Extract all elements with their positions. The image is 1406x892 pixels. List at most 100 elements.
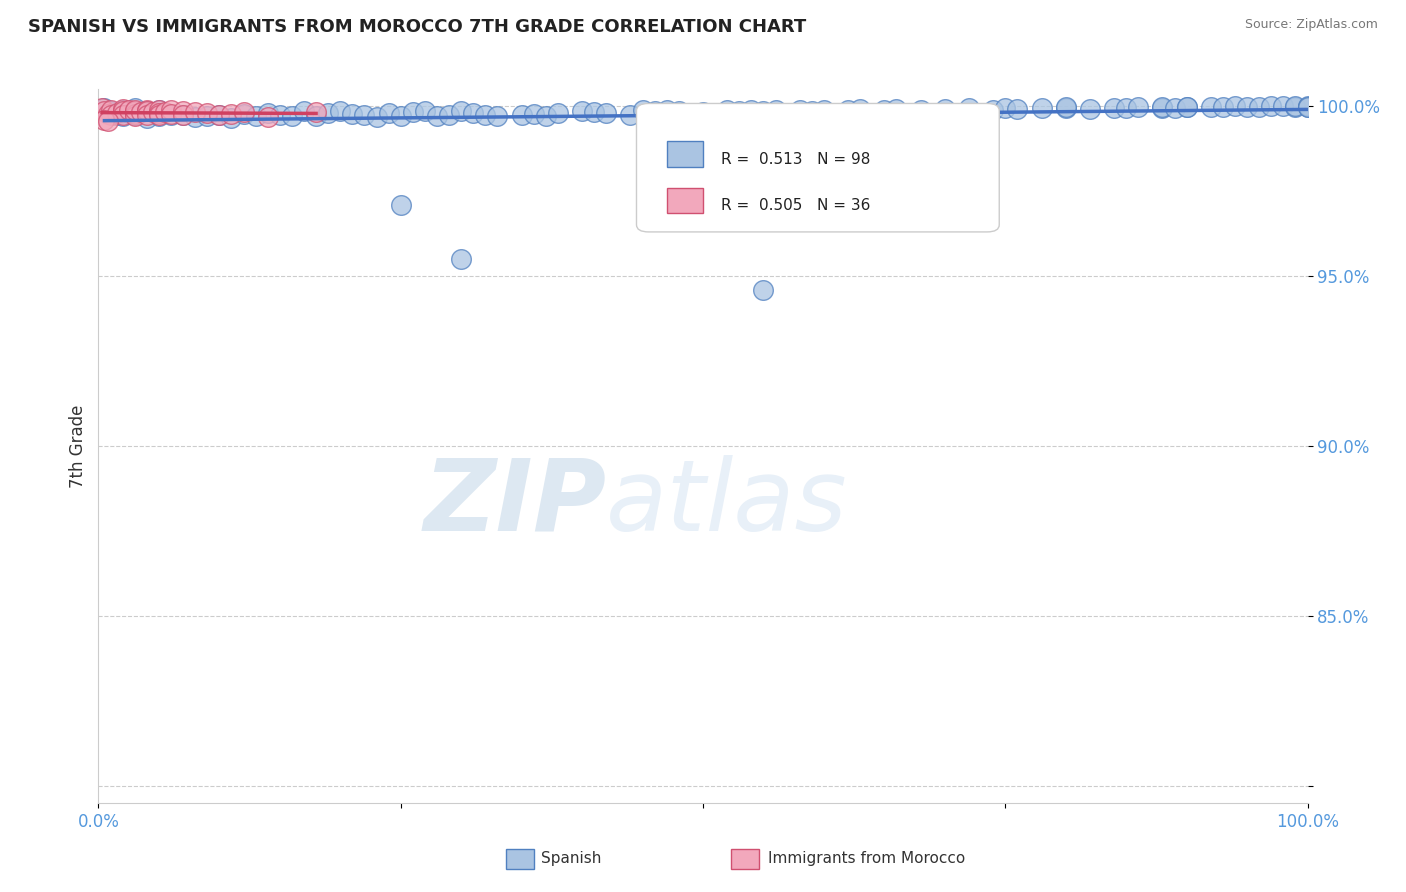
Point: [571, 104, 593, 119]
Point: [1249, 99, 1271, 113]
Point: [232, 106, 254, 120]
Point: [1223, 99, 1246, 113]
Point: [342, 106, 364, 120]
Point: [1284, 99, 1306, 113]
Point: [105, 106, 128, 120]
Point: [172, 108, 194, 122]
Point: [221, 111, 243, 125]
Point: [1054, 101, 1077, 115]
Point: [981, 103, 1004, 117]
Point: [195, 106, 218, 120]
Point: [450, 252, 472, 266]
Point: [1296, 100, 1319, 114]
Point: [160, 108, 183, 122]
Point: [160, 106, 183, 120]
Point: [849, 102, 872, 116]
Point: [426, 109, 449, 123]
Point: [97, 114, 120, 128]
Point: [1175, 100, 1198, 114]
Point: [1007, 102, 1029, 116]
Point: [692, 105, 714, 120]
Point: [1212, 99, 1234, 113]
Point: [172, 104, 194, 119]
Point: [91, 101, 114, 115]
Text: Immigrants from Morocco: Immigrants from Morocco: [768, 852, 965, 866]
Point: [118, 106, 141, 120]
Point: [97, 106, 120, 120]
Point: [1163, 101, 1185, 115]
Point: [111, 104, 134, 119]
Point: [124, 103, 146, 118]
Point: [305, 105, 328, 120]
Point: [1296, 99, 1319, 113]
Point: [486, 109, 509, 123]
Point: [111, 109, 134, 123]
Point: [105, 108, 128, 122]
Text: ZIP: ZIP: [423, 455, 606, 551]
Point: [1031, 101, 1053, 115]
Point: [100, 103, 122, 117]
Text: SPANISH VS IMMIGRANTS FROM MOROCCO 7TH GRADE CORRELATION CHART: SPANISH VS IMMIGRANTS FROM MOROCCO 7TH G…: [28, 18, 807, 36]
Point: [619, 108, 641, 122]
FancyBboxPatch shape: [666, 141, 703, 167]
Point: [148, 103, 170, 117]
Point: [111, 108, 134, 122]
Text: atlas: atlas: [606, 455, 848, 551]
Point: [100, 104, 122, 119]
Point: [595, 106, 617, 120]
Text: Source: ZipAtlas.com: Source: ZipAtlas.com: [1244, 18, 1378, 31]
Point: [668, 104, 690, 119]
Point: [93, 112, 115, 127]
Point: [1078, 102, 1101, 116]
Point: [655, 103, 678, 117]
Point: [934, 102, 956, 116]
Point: [135, 104, 157, 119]
Point: [644, 104, 666, 119]
Point: [1260, 99, 1282, 113]
Point: [813, 103, 835, 117]
Point: [837, 103, 859, 118]
Point: [195, 109, 218, 123]
Point: [124, 104, 146, 119]
Point: [269, 108, 291, 122]
Point: [135, 103, 157, 117]
Point: [208, 108, 231, 122]
Point: [1152, 101, 1174, 115]
Point: [957, 101, 980, 115]
Point: [111, 102, 134, 116]
Point: [124, 106, 146, 120]
Point: [256, 110, 278, 124]
Point: [305, 109, 328, 123]
Point: [510, 108, 533, 122]
Point: [124, 109, 146, 123]
Point: [1054, 100, 1077, 114]
Point: [740, 103, 762, 117]
Point: [124, 101, 146, 115]
Point: [463, 106, 485, 120]
Point: [1199, 100, 1222, 114]
Point: [172, 108, 194, 122]
Point: [118, 103, 141, 117]
Y-axis label: 7th Grade: 7th Grade: [69, 404, 87, 488]
Point: [148, 108, 170, 122]
Point: [789, 103, 811, 117]
Point: [124, 108, 146, 122]
Point: [389, 198, 412, 212]
Point: [752, 283, 775, 297]
Point: [148, 106, 170, 120]
Text: Spanish: Spanish: [541, 852, 602, 866]
Point: [100, 108, 122, 122]
Point: [256, 106, 278, 120]
FancyBboxPatch shape: [666, 187, 703, 213]
Point: [402, 105, 425, 120]
Point: [716, 103, 738, 118]
Point: [1115, 101, 1137, 115]
Point: [413, 104, 436, 119]
Point: [93, 101, 115, 115]
Point: [281, 109, 304, 123]
Point: [547, 106, 569, 120]
Point: [1284, 100, 1306, 114]
Point: [800, 104, 823, 119]
Point: [208, 108, 231, 122]
Point: [153, 105, 176, 120]
